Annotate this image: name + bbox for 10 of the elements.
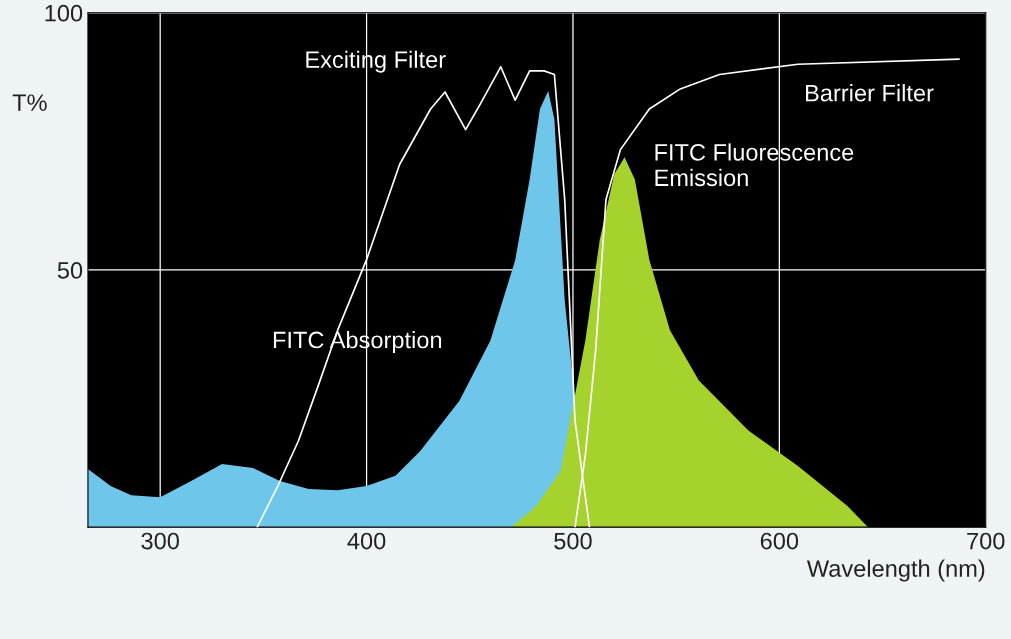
y-axis-title: T% (12, 94, 47, 111)
x-axis-title: Wavelength (nm) (806, 559, 985, 582)
x-tick-label: 400 (347, 532, 386, 550)
y-tick-label: 100 (45, 4, 83, 22)
annotation: Barrier Filter (806, 84, 934, 102)
y-tick-label: 50 (57, 262, 83, 279)
x-tick-label: 300 (141, 532, 179, 550)
x-tick-label: 700 (967, 532, 1005, 550)
x-tick-label: 600 (760, 532, 799, 550)
x-tick-label: 500 (554, 532, 592, 550)
